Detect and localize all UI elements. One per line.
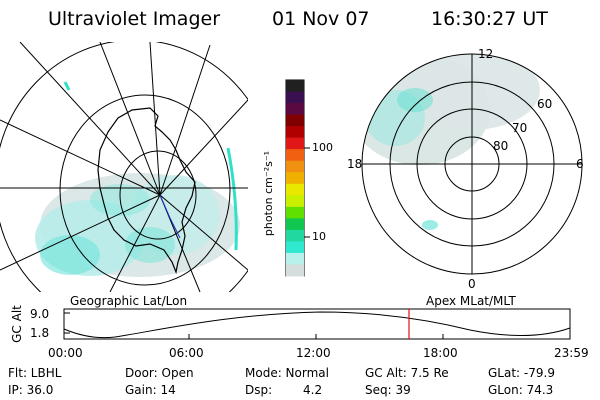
xtick-0600: 06:00 (169, 346, 204, 360)
xtick-2359: 23:59 (554, 346, 589, 360)
geographic-map (0, 42, 248, 292)
graticule (0, 42, 248, 292)
altitude-ytick-9: 9.0 (30, 307, 50, 321)
colorbar-swatch (286, 172, 304, 185)
xtick-1800: 18:00 (423, 346, 458, 360)
xtick-0000: 00:00 (48, 346, 83, 360)
door-status: Door: Open (125, 366, 194, 380)
colorbar-swatch (286, 103, 304, 116)
colorbar-swatch (286, 229, 304, 242)
colorbar-tick-100: 100 (312, 141, 333, 154)
gain-status: Gain: 14 (125, 383, 176, 397)
altitude-ytick-1.8: 1.8 (30, 326, 50, 340)
colorbar-swatch (286, 80, 304, 93)
colorbar-swatch (286, 149, 304, 162)
polar-emission (362, 54, 540, 230)
mlt-label-6: 6 (576, 157, 584, 171)
date-label: 01 Nov 07 (272, 8, 370, 30)
colorbar-swatch (286, 264, 304, 277)
apex-caption: Apex MLat/MLT (426, 294, 516, 308)
dsp-value: 4.2 (303, 383, 323, 397)
altitude-ylabel: GC Alt (9, 305, 24, 343)
colorbar-swatch (286, 137, 304, 150)
mlat-label-80: 80 (493, 139, 509, 153)
glon-status: GLon: 74.3 (488, 383, 554, 397)
xtick-1200: 12:00 (296, 346, 331, 360)
colorbar-unit-label: photon cm⁻²s⁻¹ (262, 150, 276, 237)
geographic-caption: Geographic Lat/Lon (70, 294, 188, 308)
mlat-label-70: 70 (512, 121, 528, 135)
colorbar-tick-10: 10 (312, 230, 326, 243)
dsp-label: Dsp: (245, 383, 273, 397)
mlt-label-18: 18 (347, 157, 363, 171)
filter-status: Flt: LBHL (8, 366, 62, 380)
mlt-label-0: 0 (468, 277, 476, 291)
colorbar-swatch (286, 241, 304, 254)
seq-status: Seq: 39 (365, 383, 411, 397)
mlat-label-60: 60 (537, 97, 553, 111)
time-label: 16:30:27 UT (431, 8, 548, 30)
instrument-title: Ultraviolet Imager (48, 8, 221, 30)
colorbar-swatch (286, 195, 304, 208)
gc-alt-status: GC Alt: 7.5 Re (365, 366, 449, 380)
colorbar-swatch (286, 206, 304, 219)
colorbar-swatch (286, 160, 304, 173)
apex-polar-plot (361, 53, 583, 275)
colorbar-swatch (286, 183, 304, 196)
glat-status: GLat: -79.9 (488, 366, 555, 380)
altitude-plot (63, 308, 571, 340)
colorbar-swatch (286, 126, 304, 139)
ip-status: IP: 36.0 (8, 383, 54, 397)
colorbar-swatch (286, 218, 304, 231)
colorbar-swatch (286, 252, 304, 265)
colorbar-swatch (286, 114, 304, 127)
terminator-line (159, 194, 181, 239)
mode-status: Mode: Normal (245, 366, 329, 380)
mlt-label-12: 12 (478, 47, 494, 61)
colorbar (285, 79, 310, 277)
auroral-emission (35, 81, 240, 277)
continent-outline (97, 107, 196, 275)
colorbar-swatch (286, 91, 304, 104)
